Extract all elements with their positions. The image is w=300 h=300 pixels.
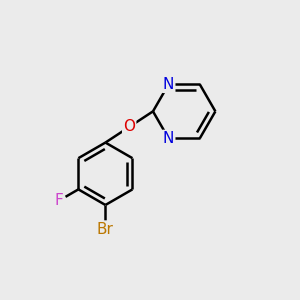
Text: N: N (163, 77, 174, 92)
Text: F: F (55, 193, 64, 208)
Text: Br: Br (97, 222, 114, 237)
Text: O: O (123, 119, 135, 134)
Text: N: N (163, 131, 174, 146)
